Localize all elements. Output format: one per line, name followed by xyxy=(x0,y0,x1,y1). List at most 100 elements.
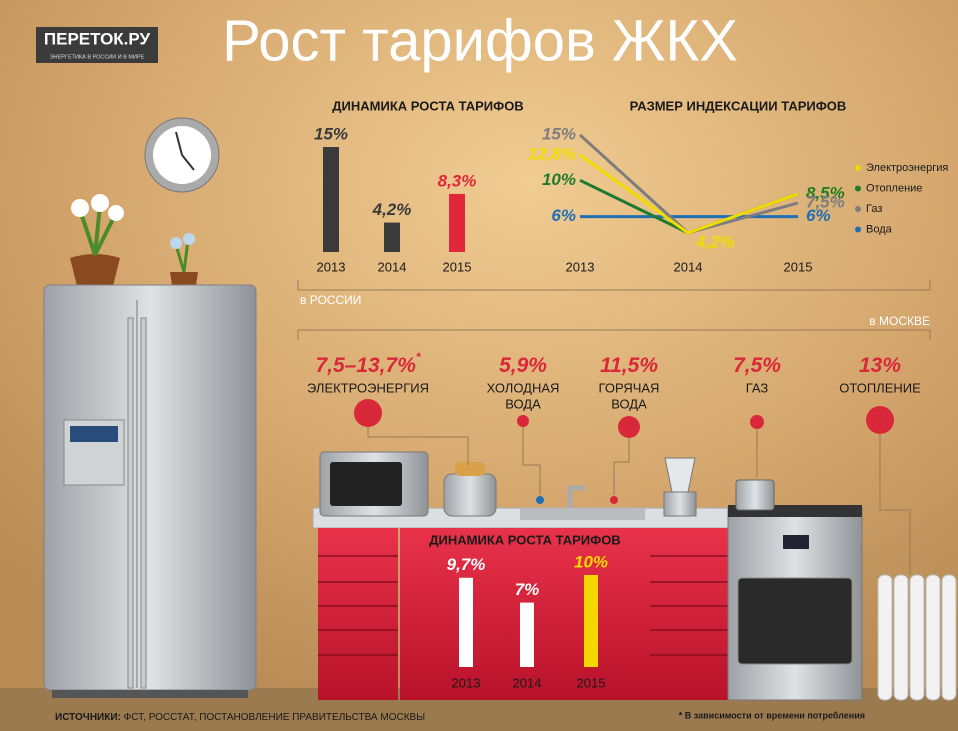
sink xyxy=(520,508,645,520)
bar xyxy=(584,575,598,667)
moscow-note: * xyxy=(416,350,422,364)
x-tick-label: 2015 xyxy=(443,259,472,274)
value-label: 10% xyxy=(542,170,576,189)
sources: ИСТОЧНИКИ: ФСТ, РОССТАТ, ПОСТАНОВЛЕНИЕ П… xyxy=(55,712,425,723)
radiator xyxy=(877,574,957,701)
moscow-name: ВОДА xyxy=(505,396,541,411)
logo-name: ПЕРЕТОК.РУ xyxy=(44,29,151,48)
value-label: 12,8% xyxy=(528,144,576,163)
x-tick-label: 2015 xyxy=(784,259,813,274)
drawers xyxy=(318,555,728,656)
flower xyxy=(108,205,124,221)
value-label: 7,5% xyxy=(806,192,845,211)
moscow-value: 7,5–13,7%* xyxy=(315,350,421,376)
chart-title: РАЗМЕР ИНДЕКСАЦИИ ТАРИФОВ xyxy=(630,98,847,113)
moscow-name: ХОЛОДНАЯ xyxy=(487,380,560,395)
fridge xyxy=(43,284,257,691)
value-label: 4,2% xyxy=(372,200,412,219)
bar xyxy=(520,602,534,667)
x-tick-label: 2013 xyxy=(317,259,346,274)
page-title: Рост тарифов ЖКХ xyxy=(222,8,738,73)
legend-label: Электроэнергия xyxy=(866,162,948,174)
legend-label: Вода xyxy=(866,223,893,235)
legend-marker xyxy=(855,226,861,233)
bar xyxy=(323,147,339,252)
leader-lines xyxy=(367,427,911,575)
legend-label: Газ xyxy=(866,203,882,215)
value-label: 7% xyxy=(515,580,540,599)
x-tick-label: 2014 xyxy=(674,259,703,274)
legend-marker xyxy=(855,165,861,171)
x-tick-label: 2015 xyxy=(577,675,606,690)
moscow-name: ОТОПЛЕНИЕ xyxy=(839,380,921,395)
flower xyxy=(71,199,89,217)
bar xyxy=(384,222,400,252)
pot xyxy=(70,254,120,290)
x-tick-label: 2013 xyxy=(452,675,481,690)
sources-label: ИСТОЧНИКИ: xyxy=(55,712,121,723)
value-label: 6% xyxy=(551,206,576,225)
clock-hand xyxy=(181,154,195,171)
value-label: 15% xyxy=(542,124,576,143)
value-label: 8,5% xyxy=(806,183,845,202)
line xyxy=(579,153,799,235)
tap-cold xyxy=(536,496,544,504)
value-label: 10% xyxy=(574,552,608,571)
fridge-handle xyxy=(127,317,134,689)
moscow-name: ВОДА xyxy=(611,396,647,411)
moscow-name: ЭЛЕКТРОЭНЕРГИЯ xyxy=(307,380,429,395)
cabinet xyxy=(650,528,728,700)
flower xyxy=(170,237,182,249)
moscow-dots xyxy=(354,399,894,438)
plant xyxy=(78,204,117,256)
moscow-value: 11,5% xyxy=(600,354,658,377)
moscow-name: ГОРЯЧАЯ xyxy=(599,380,660,395)
x-tick-label: 2014 xyxy=(513,675,542,690)
russia-frame xyxy=(297,280,931,291)
sources-text: ФСТ, РОССТАТ, ПОСТАНОВЛЕНИЕ ПРАВИТЕЛЬСТВ… xyxy=(124,712,426,723)
footnote: * В зависимости от времени потребления xyxy=(679,710,865,720)
legend-marker xyxy=(855,206,861,212)
pot xyxy=(735,479,775,511)
plant xyxy=(174,239,190,273)
flower xyxy=(183,233,195,245)
oven-door xyxy=(737,577,853,665)
cabinet xyxy=(318,528,398,700)
value-label: 15% xyxy=(314,124,348,143)
logo-tagline: ЭНЕРГЕТИКА В РОССИИ И В МИРЕ xyxy=(50,54,145,60)
value-label: 6% xyxy=(806,206,831,225)
chart-title: ДИНАМИКА РОСТА ТАРИФОВ xyxy=(429,532,620,547)
legend-label: Отопление xyxy=(866,182,922,194)
logo-box xyxy=(36,27,158,63)
moscow-value-text: 7,5–13,7% xyxy=(315,354,416,377)
moscow-value-text: 7,5% xyxy=(733,354,781,377)
fridge-handle xyxy=(140,317,147,689)
dispenser-screen xyxy=(70,426,118,442)
bar xyxy=(449,193,465,252)
microwave-door xyxy=(330,462,402,506)
moscow-value-text: 5,9% xyxy=(499,354,547,377)
tap-hot xyxy=(610,496,618,504)
moscow-value: 5,9% xyxy=(499,354,547,377)
value-label: 9,7% xyxy=(447,555,486,574)
point-label: 4,2% xyxy=(695,232,735,251)
x-tick-label: 2013 xyxy=(566,259,595,274)
stove-display xyxy=(783,535,809,549)
toaster xyxy=(443,473,497,517)
moscow-frame xyxy=(297,329,931,340)
value-label: 8,3% xyxy=(438,171,477,190)
bar xyxy=(459,577,473,667)
legend-marker xyxy=(855,185,861,192)
clock-hand xyxy=(175,131,183,156)
value-label: 8,5% xyxy=(806,183,845,202)
russia-caption: в РОССИИ xyxy=(300,293,361,307)
fridge-base xyxy=(52,690,248,698)
moscow-value-text: 13% xyxy=(859,354,901,377)
blender-base xyxy=(663,491,697,517)
toast xyxy=(455,462,485,476)
faucet xyxy=(567,485,585,508)
flower xyxy=(91,194,109,212)
moscow-name: ГАЗ xyxy=(746,380,769,395)
moscow-value-text: 11,5% xyxy=(600,354,658,377)
